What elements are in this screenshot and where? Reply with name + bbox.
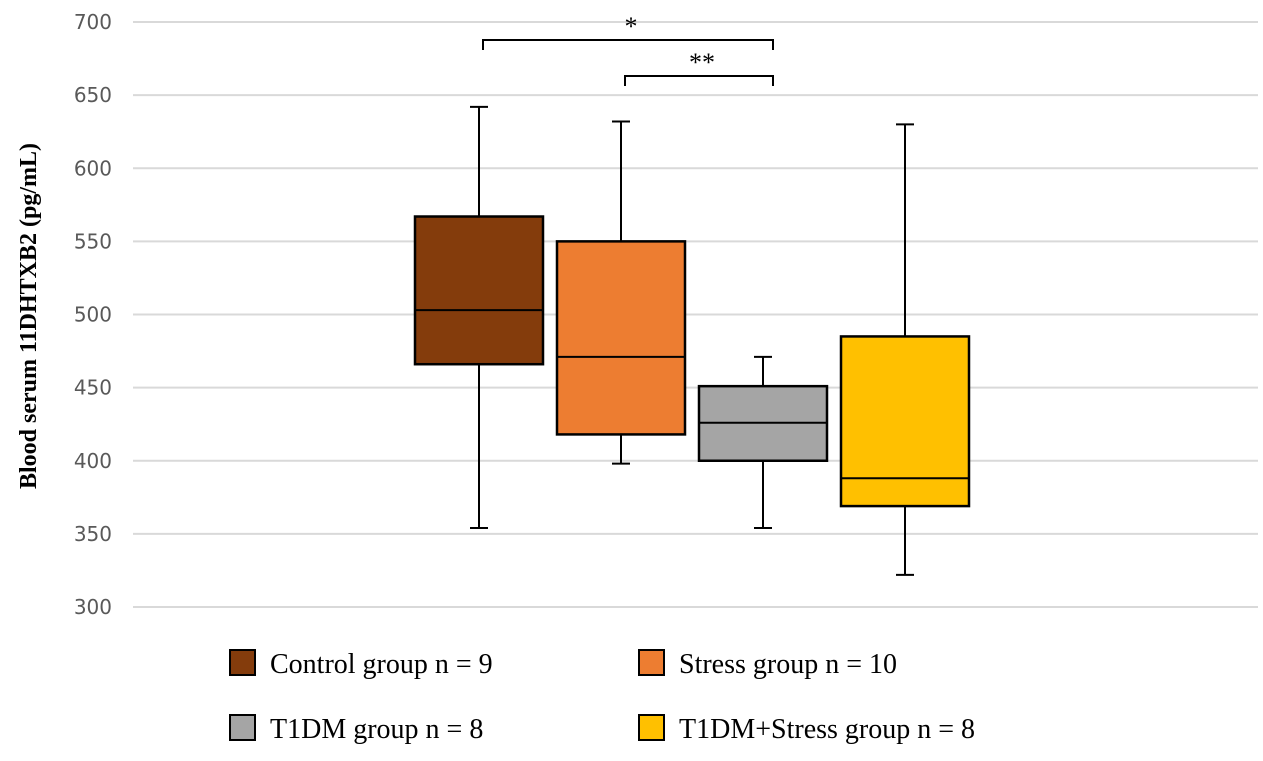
y-tick-label: 550: [74, 229, 112, 253]
iqr-box: [555, 240, 687, 436]
legend: Control group n = 9 Stress group n = 10 T1…: [229, 649, 975, 745]
y-axis-ticks: 300 350 400 450 500 550 600 650 700: [74, 10, 112, 619]
legend-item: T1DM+Stress group n = 8: [638, 714, 975, 745]
y-axis-label: Blood serum 11DHTXB2 (pg/mL): [16, 143, 42, 489]
boxes: [413, 105, 971, 576]
y-tick-label: 400: [74, 449, 112, 473]
legend-swatch: [638, 649, 665, 676]
legend-item: Control group n = 9: [229, 649, 493, 680]
legend-item: T1DM group n = 8: [229, 714, 483, 745]
box-4: [839, 123, 971, 576]
y-tick-label: 350: [74, 522, 112, 546]
box-2: [555, 120, 687, 465]
y-tick-label: 650: [74, 83, 112, 107]
gridlines: [133, 21, 1258, 608]
significance-bracket: [624, 75, 774, 86]
legend-swatch: [229, 649, 256, 676]
y-tick-label: 300: [74, 595, 112, 619]
significance-label: **: [689, 48, 715, 77]
legend-label: T1DM+Stress group n = 8: [679, 714, 975, 745]
box-3: [697, 355, 829, 530]
significance-label: *: [625, 12, 638, 41]
y-tick-label: 600: [74, 156, 112, 180]
box-1: [413, 105, 545, 530]
iqr-box: [839, 335, 971, 508]
y-tick-label: 700: [74, 10, 112, 34]
legend-label: Control group n = 9: [270, 649, 493, 680]
significance-brackets: ***: [482, 12, 774, 86]
legend-label: Stress group n = 10: [679, 649, 897, 680]
legend-item: Stress group n = 10: [638, 649, 897, 680]
legend-swatch: [229, 714, 256, 741]
legend-swatch: [638, 714, 665, 741]
y-tick-label: 450: [74, 376, 112, 400]
significance-bracket: [482, 39, 774, 50]
y-tick-label: 500: [74, 303, 112, 327]
iqr-box: [413, 215, 545, 366]
legend-label: T1DM group n = 8: [270, 714, 483, 745]
